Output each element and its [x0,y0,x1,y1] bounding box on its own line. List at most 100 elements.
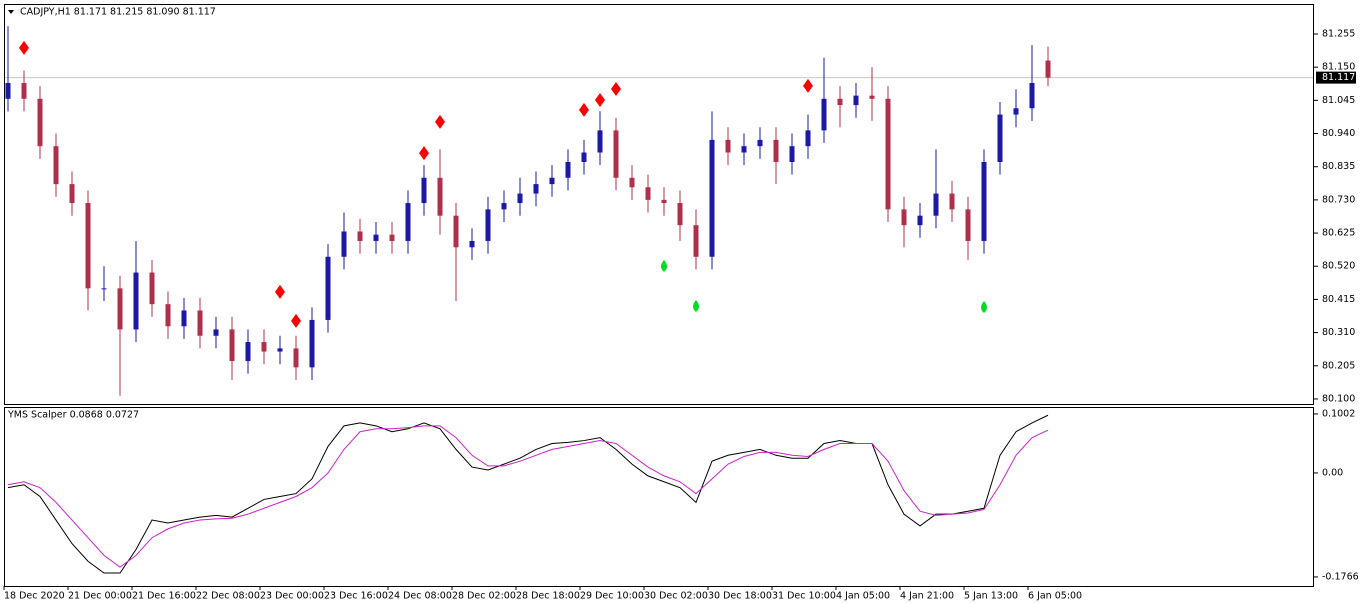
candle-body [421,177,427,204]
candle-body [501,203,507,210]
y-tick-label: 81.045 [1322,95,1355,106]
x-tick-label: 28 Dec 02:00 [452,591,516,602]
candle-body [597,130,603,153]
candle-body [645,187,651,200]
candle-body [37,98,43,147]
candle-body [885,98,891,210]
buy-signal [661,259,667,272]
candle-body [405,203,411,241]
candle-body [869,95,875,99]
sell-signal [803,78,813,93]
candle-body [533,184,539,194]
buy-signal [981,300,987,313]
candle-body [933,193,939,216]
x-tick-label: 6 Jan 05:00 [1028,591,1082,602]
sell-signal [579,102,589,117]
candle-body [725,139,731,153]
sell-signal [435,114,445,129]
candle-body [661,199,667,204]
x-tick-label: 24 Dec 08:00 [388,591,452,602]
y-tick-label: 81.255 [1322,29,1355,40]
y-tick-label: 80.100 [1322,393,1355,404]
candle-body [245,342,251,362]
candle-body [517,193,523,204]
candle-body [133,272,139,330]
y-tick-label: 0.1002 [1322,408,1355,419]
x-tick-label: 21 Dec 00:00 [68,591,132,602]
candle-body [581,152,587,162]
y-tick-label: 80.310 [1322,327,1355,338]
candle-body [709,139,715,257]
candle-body [917,215,923,226]
menu-arrow[interactable] [8,10,14,14]
x-tick-label: 21 Dec 16:00 [132,591,196,602]
candle-body [837,98,843,106]
sell-signal [595,93,605,108]
y-tick-label: 81.150 [1322,62,1355,73]
x-tick-label: 5 Jan 13:00 [964,591,1018,602]
x-tick-label: 28 Dec 18:00 [516,591,580,602]
candle-body [853,95,859,106]
candle-body [693,225,699,257]
candle-body [101,288,107,290]
y-tick-label: -0.1766 [1322,571,1359,582]
candle-body [805,130,811,147]
x-tick-label: 18 Dec 2020 [4,591,65,602]
candle-body [357,231,363,241]
chart-title: CADJPY,H1 81.171 81.215 81.090 81.117 [20,7,216,18]
x-tick-label: 23 Dec 16:00 [324,591,388,602]
candle-body [789,146,795,162]
candle-body [293,348,299,368]
y-tick-label: 80.940 [1322,128,1355,139]
candle-body [965,209,971,241]
candle-body [165,304,171,327]
candle-body [213,329,219,336]
sell-signal [19,40,29,55]
candle-body [773,139,779,162]
x-tick-label: 30 Dec 02:00 [644,591,708,602]
candle-body [1045,60,1051,78]
sell-signal [291,313,301,328]
x-tick-label: 4 Jan 05:00 [836,591,890,602]
candle-body [373,234,379,241]
candle-body [69,184,75,204]
indicator-title: YMS Scalper 0.0868 0.0727 [7,410,139,421]
last-price-label: 81.117 [1322,72,1355,83]
sell-signal [611,81,621,96]
y-tick-label: 80.835 [1322,161,1355,172]
x-tick-label: 22 Dec 08:00 [196,591,260,602]
candle-body [757,139,763,147]
candle-body [21,82,27,99]
sell-signal [419,146,429,161]
y-tick-label: 0.00 [1322,467,1343,478]
candle-body [629,177,635,188]
candle-body [85,203,91,289]
y-tick-label: 80.205 [1322,360,1355,371]
candle-body [277,348,283,352]
candle-body [453,215,459,248]
y-tick-label: 80.625 [1322,228,1355,239]
buy-signal [693,300,699,313]
candle-body [197,310,203,336]
x-tick-label: 30 Dec 18:00 [708,591,772,602]
indicator-line [7,425,1049,568]
candle-body [309,319,315,368]
candle-body [677,203,683,226]
candle-body [181,310,187,327]
indicator-panel [4,407,1314,587]
candle-body [469,240,475,248]
sell-signal [275,284,285,299]
candle-body [997,114,1003,162]
candle-body [901,209,907,226]
candle-body [341,231,347,257]
candle-body [437,177,443,216]
x-tick-label: 4 Jan 21:00 [900,591,954,602]
candle-body [1029,82,1035,109]
y-tick-label: 80.415 [1322,294,1355,305]
candle-body [261,342,267,352]
x-tick-label: 23 Dec 00:00 [260,591,324,602]
candle-body [485,209,491,241]
candle-body [549,177,555,185]
